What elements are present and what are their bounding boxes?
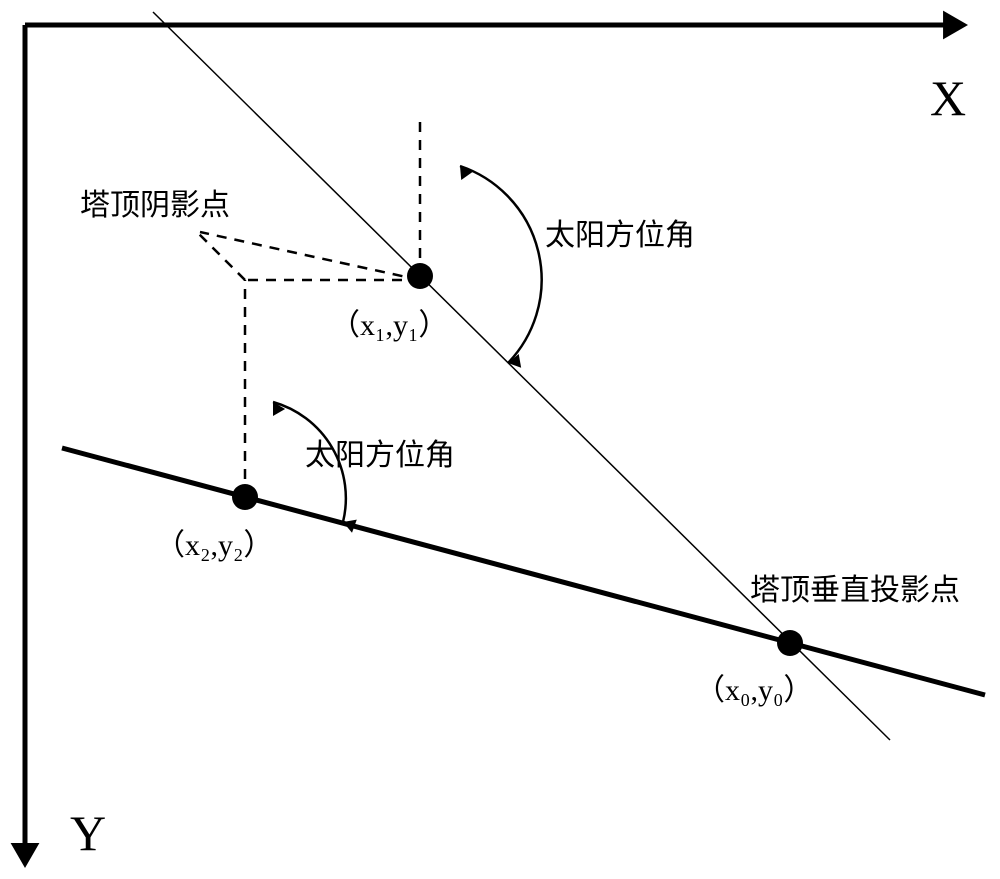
- y-axis-arrowhead: [11, 843, 40, 868]
- thick-line: [62, 448, 985, 695]
- coord-label-p1: （x₁,y₁）: [330, 309, 448, 342]
- y-axis-label: Y: [70, 805, 106, 861]
- coord-label-p2: （x₂,y₂）: [155, 529, 273, 562]
- label-tower-top-vertical-projection-point: 塔顶垂直投影点: [750, 574, 960, 607]
- point-p2: [232, 484, 258, 510]
- label-solar-azimuth-2: 太阳方位角: [305, 439, 455, 472]
- label-tower-top-shadow-point: 塔顶阴影点: [80, 189, 230, 222]
- point-p0: [777, 630, 803, 656]
- coord-label-p0: （x₀,y₀）: [695, 674, 813, 707]
- azimuth-arc-1: [460, 166, 542, 363]
- x-axis-label: X: [930, 70, 966, 126]
- dashed-label-pointer-2: [200, 232, 420, 280]
- thin-diagonal-line: [153, 12, 890, 740]
- x-axis-arrowhead: [943, 11, 968, 40]
- diagram-canvas: X Y 塔顶阴影点 太阳方位角 太阳方位角 塔顶垂直投影点 （x₁,y₁） （x…: [0, 0, 1000, 879]
- label-solar-azimuth-1: 太阳方位角: [545, 219, 695, 252]
- point-p1: [407, 263, 433, 289]
